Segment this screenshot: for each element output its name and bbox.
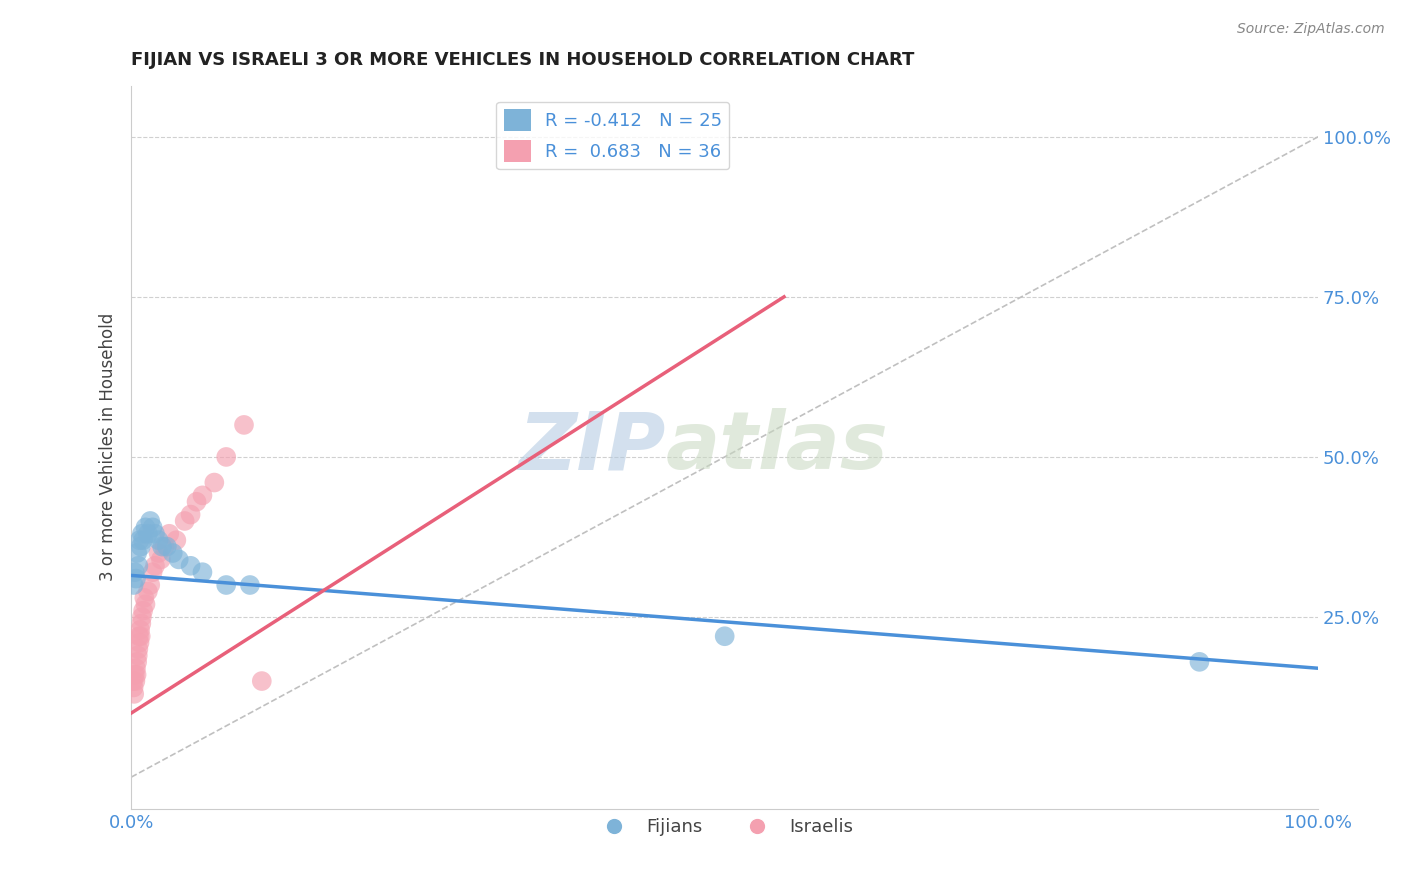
Point: [149, 552, 172, 566]
Point: [127, 648, 149, 663]
Point: [127, 558, 149, 573]
Point: [239, 578, 262, 592]
Text: ZIP: ZIP: [517, 409, 665, 486]
Point: [122, 687, 145, 701]
Point: [127, 546, 149, 560]
Point: [148, 533, 170, 548]
Text: atlas: atlas: [665, 409, 889, 486]
Point: [162, 546, 184, 560]
Point: [132, 533, 155, 548]
Point: [134, 597, 156, 611]
Point: [125, 667, 148, 681]
Point: [122, 681, 145, 695]
Point: [215, 450, 238, 464]
Point: [131, 526, 153, 541]
Point: [129, 629, 152, 643]
Point: [129, 623, 152, 637]
Point: [186, 495, 208, 509]
Point: [125, 661, 148, 675]
Point: [122, 674, 145, 689]
Point: [131, 616, 153, 631]
Point: [153, 540, 176, 554]
Point: [124, 565, 146, 579]
Point: [143, 526, 166, 541]
Point: [131, 610, 153, 624]
Point: [128, 629, 150, 643]
Point: [215, 578, 238, 592]
Point: [124, 674, 146, 689]
Point: [136, 584, 159, 599]
Text: FIJIAN VS ISRAELI 3 OR MORE VEHICLES IN HOUSEHOLD CORRELATION CHART: FIJIAN VS ISRAELI 3 OR MORE VEHICLES IN …: [131, 51, 915, 69]
Point: [191, 488, 214, 502]
Point: [128, 635, 150, 649]
Point: [127, 655, 149, 669]
Point: [125, 572, 148, 586]
Point: [173, 514, 195, 528]
Point: [180, 508, 202, 522]
Point: [713, 629, 735, 643]
Y-axis label: 3 or more Vehicles in Household: 3 or more Vehicles in Household: [100, 313, 117, 582]
Point: [191, 565, 214, 579]
Point: [124, 667, 146, 681]
Point: [139, 514, 162, 528]
Point: [129, 540, 152, 554]
Point: [156, 540, 179, 554]
Point: [143, 558, 166, 573]
Point: [1188, 655, 1211, 669]
Point: [136, 526, 159, 541]
Point: [134, 591, 156, 605]
Point: [128, 533, 150, 548]
Point: [250, 674, 273, 689]
Point: [132, 604, 155, 618]
Point: [142, 565, 165, 579]
Point: [122, 578, 145, 592]
Point: [180, 558, 202, 573]
Point: [233, 417, 256, 432]
Point: [150, 540, 173, 554]
Point: [202, 475, 225, 490]
Text: Source: ZipAtlas.com: Source: ZipAtlas.com: [1237, 22, 1385, 37]
Point: [148, 546, 170, 560]
Point: [165, 533, 187, 548]
Point: [139, 578, 162, 592]
Point: [157, 526, 180, 541]
Point: [127, 642, 149, 657]
Point: [142, 520, 165, 534]
Legend: Fijians, Israelis: Fijians, Israelis: [589, 811, 860, 844]
Point: [167, 552, 190, 566]
Point: [134, 520, 156, 534]
